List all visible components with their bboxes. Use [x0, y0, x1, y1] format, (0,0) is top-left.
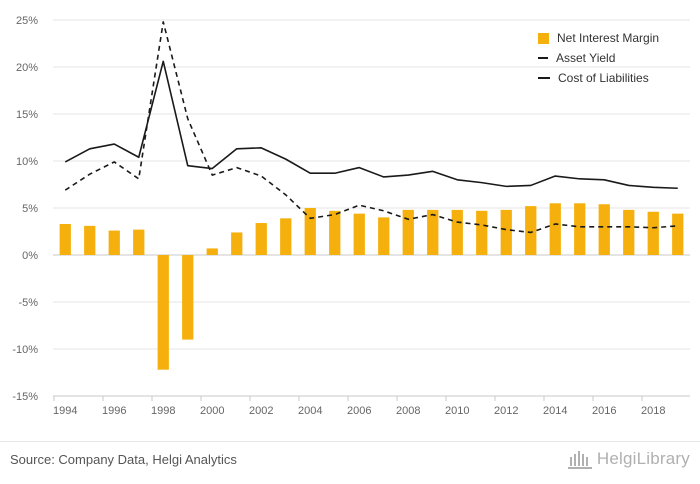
helgi-library-logo[interactable]: HelgiLibrary: [567, 448, 690, 470]
bar-net-interest-margin: [451, 209, 463, 255]
bar-net-interest-margin: [182, 255, 194, 340]
bar-net-interest-margin: [598, 204, 610, 255]
x-tick-label: 2002: [249, 405, 273, 417]
x-tick-label: 2000: [200, 405, 224, 417]
x-tick-label: 2014: [543, 405, 567, 417]
bar-net-interest-margin: [574, 203, 586, 255]
library-building-icon: [567, 451, 592, 469]
bar-net-interest-margin: [255, 223, 267, 255]
legend-item-net-interest-margin[interactable]: Net Interest Margin: [538, 28, 698, 48]
x-tick-label: 1994: [53, 405, 77, 417]
bar-net-interest-margin: [108, 230, 120, 255]
y-tick-label: 5%: [22, 203, 38, 215]
x-tick-label: 2004: [298, 405, 322, 417]
legend-swatch-bar: [538, 32, 549, 44]
line-cost-of-liabilities: [64, 21, 678, 234]
bar-net-interest-margin: [378, 217, 390, 255]
bar-net-interest-margin: [59, 223, 71, 255]
line-asset-yield: [64, 60, 678, 190]
bar-net-interest-margin: [280, 218, 292, 255]
bar-net-interest-margin: [304, 208, 316, 255]
y-tick-label: -5%: [18, 297, 38, 309]
chart-legend: Net Interest Margin Asset Yield Cost of …: [538, 28, 698, 88]
legend-label: Cost of Liabilities: [558, 71, 649, 85]
bar-net-interest-margin: [133, 229, 145, 255]
legend-item-cost-of-liabilities[interactable]: Cost of Liabilities: [538, 68, 698, 88]
x-tick-label: 1998: [151, 405, 175, 417]
legend-label: Net Interest Margin: [557, 31, 660, 45]
bar-net-interest-margin: [206, 248, 218, 255]
x-tick-label: 2018: [641, 405, 665, 417]
bar-net-interest-margin: [157, 255, 169, 370]
x-tick-label: 2008: [396, 405, 420, 417]
legend-item-asset-yield[interactable]: Asset Yield: [538, 48, 698, 68]
y-tick-label: -10%: [12, 344, 38, 356]
legend-swatch-dashed-line: [538, 77, 550, 79]
bar-net-interest-margin: [623, 209, 635, 255]
y-tick-label: -15%: [12, 391, 38, 403]
bar-net-interest-margin: [500, 209, 512, 255]
bar-net-interest-margin: [476, 210, 488, 255]
bar-net-interest-margin: [672, 213, 684, 255]
x-tick-label: 2016: [592, 405, 616, 417]
bar-net-interest-margin: [231, 232, 243, 255]
bar-net-interest-margin: [353, 213, 365, 255]
y-tick-label: 10%: [16, 156, 38, 168]
bar-net-interest-margin: [84, 225, 96, 255]
source-text: Source: Company Data, Helgi Analytics: [10, 452, 237, 467]
legend-label: Asset Yield: [556, 51, 616, 65]
bar-net-interest-margin: [549, 203, 561, 255]
bar-net-interest-margin: [427, 209, 439, 255]
legend-swatch-solid-line: [538, 57, 548, 59]
bar-net-interest-margin: [647, 211, 659, 255]
x-tick-label: 2006: [347, 405, 371, 417]
x-tick-label: 2010: [445, 405, 469, 417]
bar-net-interest-margin: [329, 210, 341, 255]
chart-area: -15% -10% -5% 0% 5% 10% 15% 20% 25% 1994 1996 1998 2…: [12, 15, 690, 417]
y-tick-label: 0%: [22, 250, 38, 262]
x-tick-label: 1996: [102, 405, 126, 417]
footer: Source: Company Data, Helgi Analytics He…: [0, 441, 700, 484]
logo-text: HelgiLibrary: [596, 449, 690, 468]
y-tick-label: 20%: [16, 62, 38, 74]
y-tick-label: 15%: [16, 109, 38, 121]
bar-net-interest-margin: [402, 209, 414, 255]
x-tick-label: 2012: [494, 405, 518, 417]
bar-net-interest-margin: [525, 206, 537, 255]
y-tick-label: 25%: [16, 15, 38, 27]
